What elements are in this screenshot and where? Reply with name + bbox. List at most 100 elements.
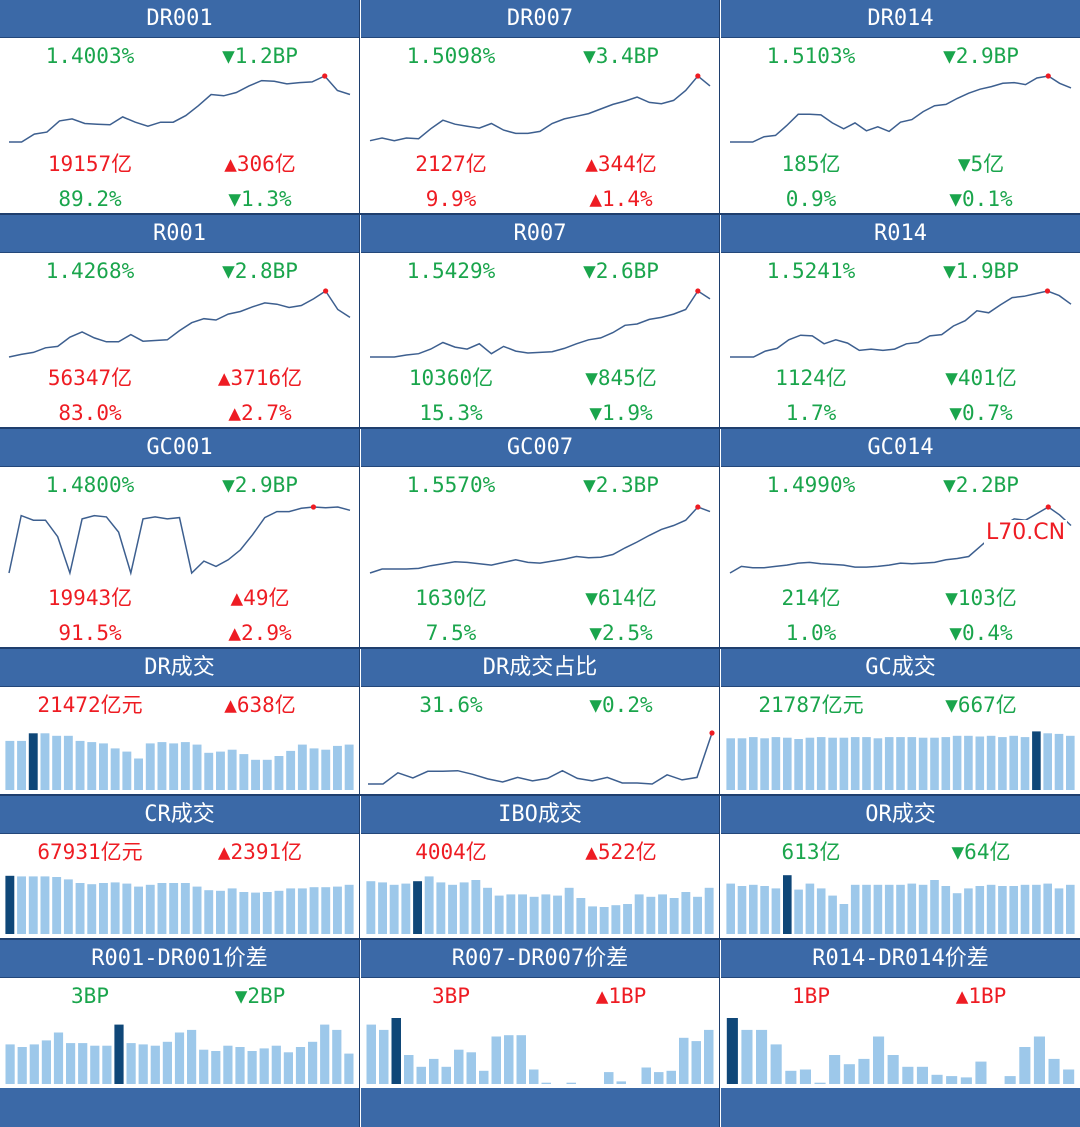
panel-gc001-6: GC001 1.4800% ▼2.9BP 19943亿 ▲49亿 91.5% ▲2.9% <box>0 429 359 647</box>
r014-dr014-17-bar-chart <box>726 1018 1075 1084</box>
panel-dr007-1: DR007 1.5098% ▼3.4BP 2127亿 ▲344亿 9.9% ▲1.4% <box>361 0 719 213</box>
share-value: 15.3% <box>419 401 483 425</box>
panel-title: R001 <box>0 215 359 253</box>
dr014-2-line-chart <box>729 73 1072 143</box>
or-14-bar <box>873 884 883 934</box>
r007-dr007-16-bar <box>479 1070 489 1084</box>
dr-9-bar <box>262 759 272 790</box>
panel-title: IBO成交 <box>361 796 719 834</box>
dr-9-bar <box>239 754 249 790</box>
gc-11-bar <box>771 737 781 790</box>
or-14-bar <box>850 884 860 934</box>
volume-change: ▲49亿 <box>230 586 290 610</box>
row-divider <box>0 213 1080 215</box>
ibo-13-bar <box>693 896 702 934</box>
dr-9-bar <box>110 748 120 790</box>
panel-title: DR001 <box>0 0 359 38</box>
dr-9-bar <box>274 756 284 790</box>
dr-9-bar <box>169 743 179 790</box>
dr014-2-series-line <box>730 75 1072 143</box>
cr-12-bar <box>99 883 108 934</box>
r001-dr001-15-bar <box>114 1024 124 1084</box>
panel-title: CR成交 <box>0 796 359 834</box>
cr-12-bar <box>239 892 249 934</box>
summary-change: ▼667亿 <box>945 693 1017 717</box>
or-14-bar <box>816 888 826 934</box>
r014-dr014-17-bar <box>902 1066 914 1084</box>
summary-change: ▲2391亿 <box>217 840 303 864</box>
r007-dr007-16-bar <box>691 1041 701 1084</box>
dr-9-bar <box>251 759 260 790</box>
panel-title: GC007 <box>361 429 719 467</box>
gc001-6-latest-point <box>310 504 317 510</box>
or-14-bar <box>964 888 973 934</box>
cr-12-bar <box>227 888 237 934</box>
gc-11-bar <box>964 735 973 790</box>
gc-11-bar <box>737 738 747 790</box>
r014-dr014-17-bar <box>726 1018 738 1084</box>
or-14-bar <box>998 886 1007 934</box>
r014-dr014-17-bar <box>975 1061 987 1084</box>
share-change: ▼0.1% <box>949 187 1013 211</box>
gc-11-bar <box>1032 731 1041 790</box>
ibo-13-bar <box>704 887 714 934</box>
footer-strip <box>721 1088 1080 1127</box>
ibo-13-bar <box>681 892 691 934</box>
dr-9-bar-chart <box>5 733 354 790</box>
gc-11-bar <box>828 737 837 790</box>
gc-11-bar <box>1009 735 1018 790</box>
or-14-bar <box>1020 884 1030 934</box>
dr014-2-latest-point <box>1045 73 1051 79</box>
cr-12-bar <box>180 883 190 934</box>
r001-dr001-15-bar <box>53 1032 64 1084</box>
share-value: 91.5% <box>58 621 122 645</box>
or-14-bar <box>1009 886 1018 934</box>
r014-dr014-17-bar <box>1063 1069 1075 1084</box>
share-value: 0.9% <box>785 187 837 211</box>
gc014-8-line-chart <box>729 504 1072 574</box>
r001-dr001-15-bar-chart <box>5 1024 354 1084</box>
ibo-13-bar <box>448 884 457 934</box>
rate-change: ▼2.9BP <box>943 44 1019 68</box>
r001-dr001-15-bar <box>259 1048 269 1084</box>
r007-dr007-16-bar <box>391 1018 401 1084</box>
dr-9-bar <box>309 748 319 790</box>
dr001-0-series-line <box>9 75 351 143</box>
dr-9-bar <box>180 742 190 790</box>
gc-11-bar <box>998 737 1007 790</box>
dr-9-bar <box>344 744 354 790</box>
or-14-bar <box>760 886 769 934</box>
ibo-13-bar <box>436 882 446 934</box>
gc001-6-series-line <box>8 506 351 576</box>
summary-value: 613亿 <box>781 840 841 864</box>
gc-11-bar <box>896 737 905 790</box>
or-14-bar <box>783 875 792 934</box>
r007-dr007-16-bar <box>616 1081 626 1084</box>
volume-change: ▲3716亿 <box>217 366 303 390</box>
cr-12-bar <box>40 876 50 934</box>
volume-change: ▲306亿 <box>224 152 296 176</box>
footer-strip <box>361 1088 719 1127</box>
share-change: ▼0.7% <box>949 401 1013 425</box>
dr-10-line-chart <box>367 730 715 785</box>
r007-dr007-16-bar <box>679 1037 689 1084</box>
summary-change: ▼2BP <box>234 984 286 1008</box>
or-14-bar <box>749 884 758 934</box>
r001-dr001-15-bar <box>41 1040 51 1084</box>
gc007-7-line-chart <box>369 504 711 574</box>
rate-value: 1.4990% <box>766 473 856 497</box>
r001-dr001-15-bar <box>320 1024 330 1084</box>
or-14-bar <box>952 893 962 934</box>
or-14-bar <box>794 889 803 934</box>
ibo-13-bar <box>471 880 481 934</box>
row-divider <box>0 427 1080 429</box>
or-14-bar <box>1066 884 1075 934</box>
gc-11-bar-chart <box>726 731 1075 790</box>
gc-11-bar <box>862 737 871 790</box>
ibo-13-bar <box>576 898 586 934</box>
r007-dr007-16-bar <box>466 1052 476 1084</box>
or-14-bar-chart <box>726 875 1075 934</box>
r007-dr007-16-bar <box>491 1036 501 1084</box>
panel-r007-dr007-16: R007-DR007价差 3BP ▲1BP <box>361 940 719 1088</box>
gc-11-bar <box>918 737 928 790</box>
